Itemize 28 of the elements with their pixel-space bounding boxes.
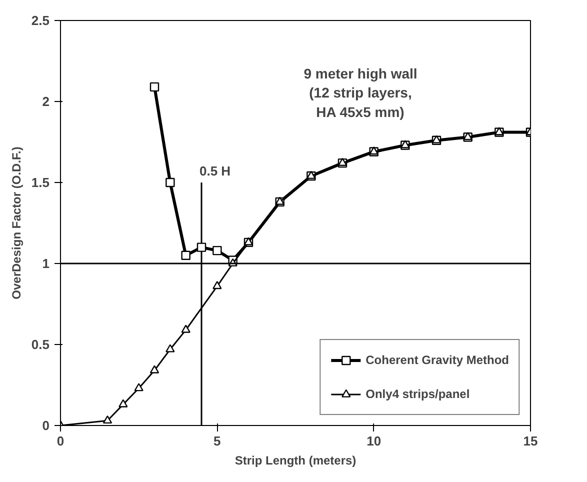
point — [118, 399, 128, 408]
x-tick-label: 0 — [56, 434, 64, 448]
y-tick-label: 1 — [42, 256, 50, 271]
point — [166, 344, 175, 352]
x-axis-title: Strip Length (meters) — [234, 454, 356, 468]
point — [134, 383, 144, 392]
legend-label: Only4 strips/panel — [366, 387, 470, 401]
point — [196, 242, 206, 252]
y-tick-label: 2 — [42, 94, 50, 109]
x-tick-label: 5 — [214, 434, 221, 448]
point — [102, 415, 112, 424]
y-axis-title: OverDesign Factor (O.D.F.) — [9, 146, 24, 300]
x-tick-label: 15 — [523, 434, 538, 448]
annotation: 9 meter high wall (12 strip layers, HA 45x5 mm) — [304, 66, 418, 120]
point — [212, 280, 222, 290]
x-tick-label: 10 — [366, 434, 382, 448]
y-tick-label: 0.5 — [31, 337, 50, 352]
point — [150, 365, 160, 374]
point — [212, 246, 222, 256]
ref-line-label: 0.5 H — [200, 164, 231, 178]
y-tick-label: 0 — [42, 418, 50, 433]
point — [181, 250, 190, 260]
legend-label: Coherent Gravity Method — [366, 353, 509, 367]
point — [150, 82, 160, 92]
y-tick-label: 1.5 — [31, 175, 50, 190]
point — [181, 324, 190, 333]
y-tick-label: 2.5 — [31, 13, 50, 28]
point — [166, 178, 175, 188]
